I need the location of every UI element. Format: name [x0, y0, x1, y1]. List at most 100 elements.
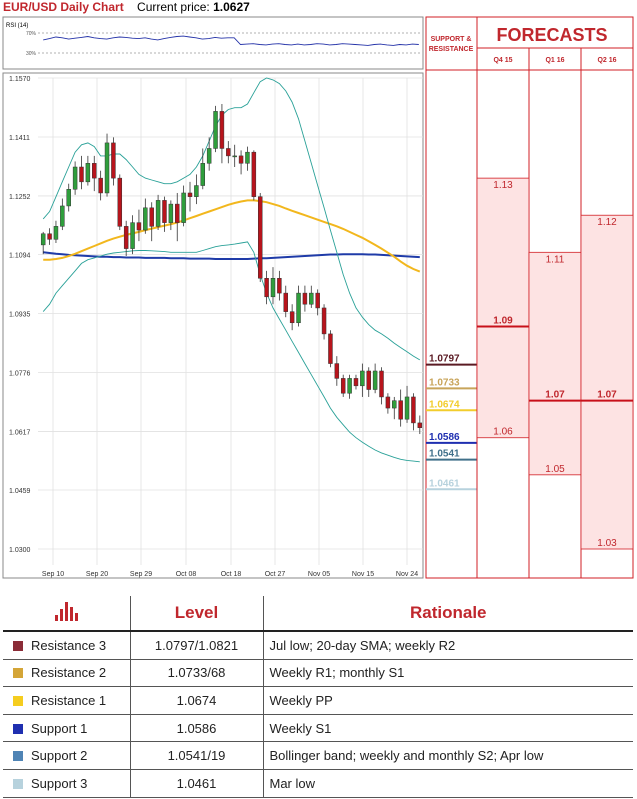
support-resistance-levels: 1.0797 1.0733 1.0674 1.0586 1.0541 1.0461: [426, 354, 477, 491]
candle: [302, 285, 308, 312]
level-rationale: Mar low: [262, 769, 633, 798]
candle-body: [194, 185, 199, 197]
candle-body: [334, 363, 340, 379]
candle: [168, 200, 174, 231]
level-name: Support 3: [31, 775, 88, 791]
level-name-cell: Resistance 1: [3, 686, 130, 715]
forecast-col-q2: Q2 16: [597, 57, 616, 64]
forecast-range-q2: 1.12 1.07 1.03: [580, 214, 634, 550]
sr-label-2: RESISTANCE: [429, 46, 474, 53]
candle-body: [92, 163, 97, 179]
candle-body: [398, 400, 403, 420]
candle-body: [321, 307, 327, 335]
candle-body: [353, 378, 359, 387]
x-tick-label: Nov 24: [396, 571, 418, 578]
forecast-median-label: 1.07: [597, 390, 617, 401]
level-swatch: [13, 751, 23, 762]
forecast-title: FORECASTS: [496, 25, 607, 45]
candle-body: [181, 192, 186, 223]
candle-body: [187, 192, 193, 197]
x-tick-label: Sep 29: [130, 571, 152, 578]
candle-body: [155, 200, 161, 227]
candle: [251, 150, 257, 201]
level-label: 1.0797: [429, 354, 460, 365]
level-header: Level: [129, 596, 263, 632]
table-row: Resistance 3 1.0797/1.0821 Jul low; 20-day…: [3, 631, 633, 660]
rsi-tick-30: 30%: [26, 51, 37, 57]
level-name-cell: Support 1: [3, 714, 130, 743]
candle: [53, 220, 59, 244]
rsi-tick-70: 70%: [26, 31, 37, 37]
level-label: 1.0541: [429, 449, 460, 460]
candle: [104, 133, 110, 197]
forecast-range-box: [528, 251, 582, 476]
candle-body: [232, 155, 237, 158]
candle: [257, 192, 263, 282]
gridlines: [38, 77, 423, 565]
candle-body: [309, 292, 314, 305]
level-swatch: [13, 640, 23, 651]
candle-body: [226, 148, 231, 157]
level-rationale: Weekly PP: [262, 686, 633, 715]
candle: [226, 141, 231, 164]
forecast-median-label: 1.09: [493, 315, 513, 326]
bar-chart-icon: [55, 601, 79, 621]
candle-body: [47, 233, 52, 240]
candle-body: [289, 311, 295, 324]
candle: [92, 155, 97, 192]
y-tick-label: 1.1411: [9, 135, 30, 142]
candle-body: [200, 163, 206, 186]
candle: [315, 289, 320, 316]
candle-body: [251, 151, 257, 197]
candle: [130, 215, 135, 255]
candle: [117, 174, 123, 231]
candle: [385, 393, 391, 414]
y-tick-label: 1.0935: [9, 312, 31, 319]
x-tick-label: Oct 18: [221, 571, 242, 578]
y-tick-label: 1.0776: [9, 370, 31, 377]
candle-body: [283, 292, 288, 312]
candle: [321, 304, 327, 340]
candle: [111, 137, 116, 186]
candle: [238, 150, 244, 175]
candle-body: [238, 155, 244, 164]
rsi-label: RSI (14): [6, 23, 28, 29]
x-tick-label: Sep 10: [42, 571, 64, 578]
candle-body: [347, 378, 352, 394]
candle: [60, 198, 65, 231]
candle: [206, 137, 212, 171]
candle: [72, 161, 78, 195]
candle-body: [366, 370, 371, 390]
candle-body: [257, 196, 263, 279]
rsi-panel-frame: [2, 16, 424, 70]
candle-body: [411, 396, 416, 424]
forecast-high-label: 1.12: [597, 217, 617, 228]
candle: [289, 304, 295, 331]
candle: [40, 231, 46, 255]
price-value: 1.0627: [213, 0, 250, 14]
level-label: 1.0674: [429, 399, 460, 410]
level-name: Support 1: [31, 720, 88, 736]
candle-body: [340, 378, 346, 394]
candle-body: [417, 422, 423, 428]
candle-body: [379, 370, 384, 398]
candle-body: [270, 278, 276, 298]
candle-body: [372, 370, 378, 390]
rationale-header: Rationale: [262, 596, 633, 632]
candle: [219, 103, 225, 164]
levels-table: Level Rationale Resistance 3 1.0797/1.082…: [3, 596, 633, 798]
level-rationale: Weekly R1; monthly S1: [262, 659, 633, 688]
table-row: Support 1 1.0586 Weekly S1: [3, 714, 633, 743]
candle-body: [79, 166, 84, 183]
level-name: Support 2: [31, 748, 88, 764]
candle-body: [175, 203, 180, 223]
level-name-cell: Resistance 3: [3, 631, 130, 660]
candle: [283, 285, 288, 318]
candle-body: [385, 396, 391, 409]
candle-body: [111, 142, 116, 179]
candle-body: [60, 205, 65, 227]
candle-body: [136, 222, 142, 231]
candle-body: [40, 233, 46, 246]
y-tick-labels: 1.1570 1.1411 1.1252 1.1094 1.0935 1.0776 1.06…: [9, 76, 31, 554]
candle-body: [404, 396, 410, 420]
